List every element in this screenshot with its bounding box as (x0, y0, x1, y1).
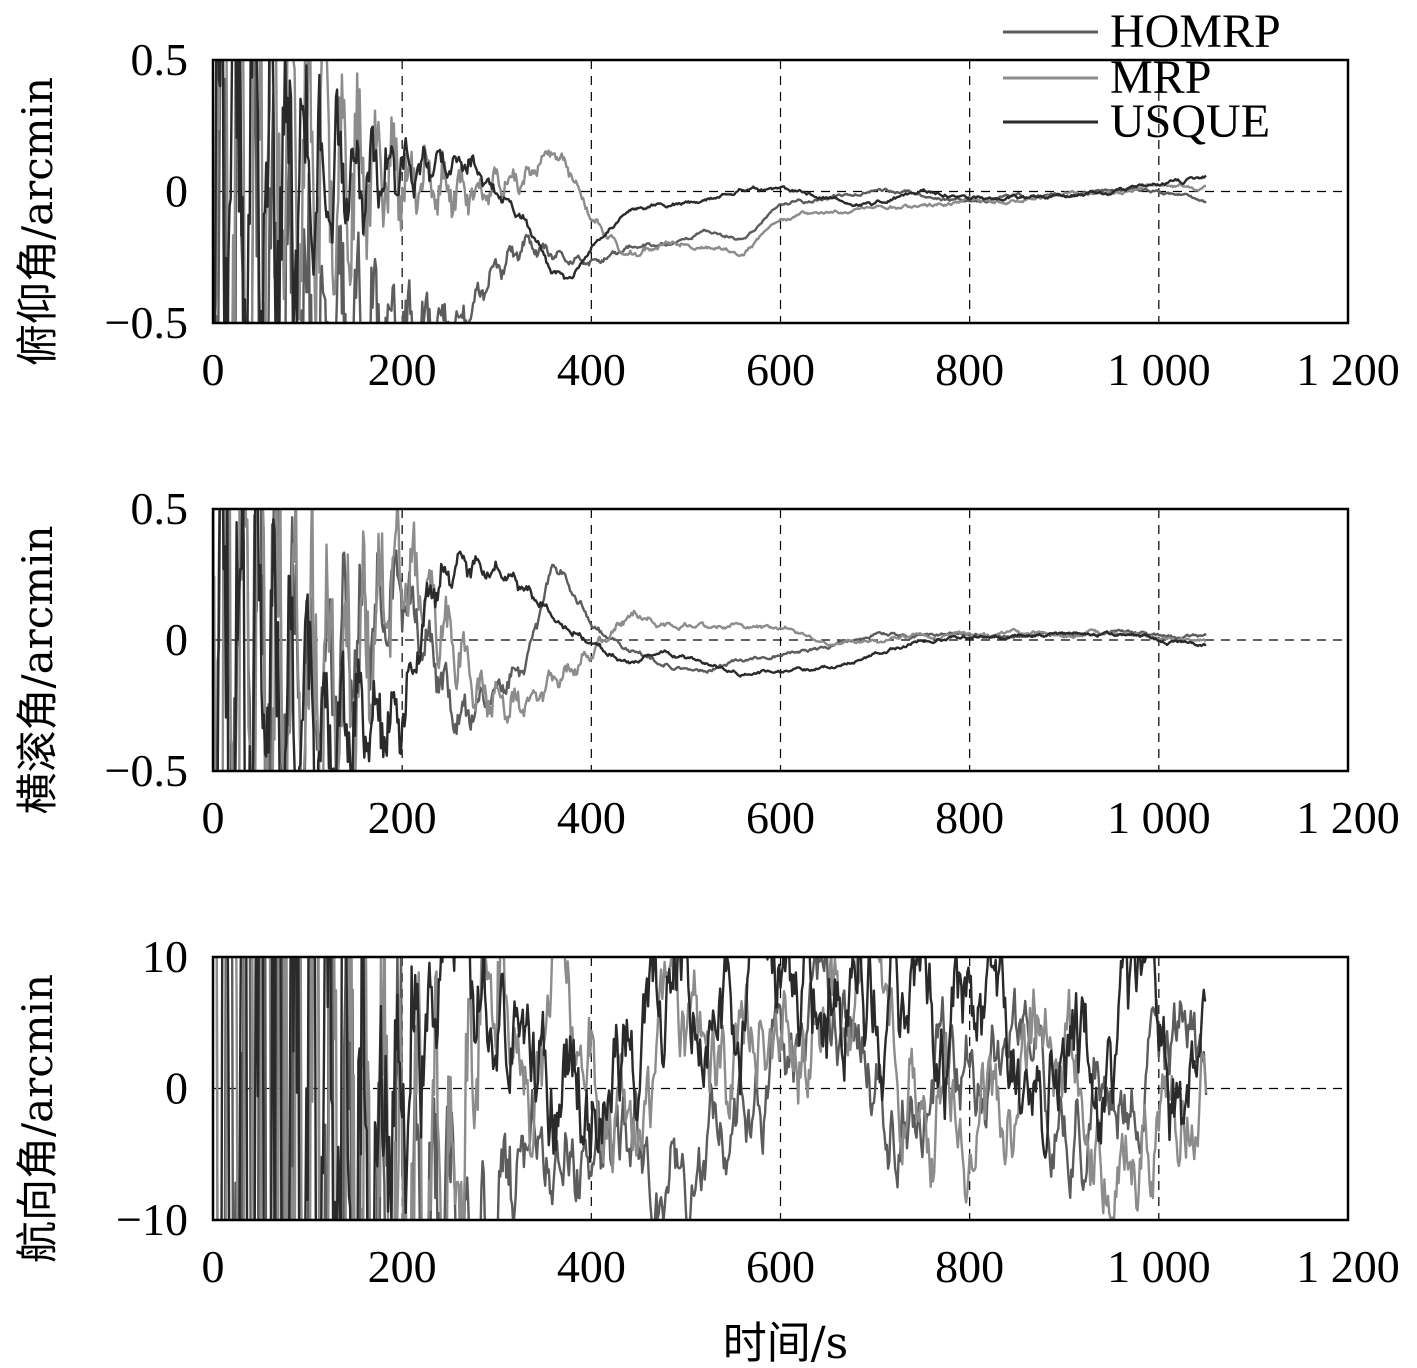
roll-ytick-label: 0.5 (131, 483, 189, 534)
heading-error-panel: 0 200 400 600 800 1 000 1 200 −10 0 10 航向角/arcmin 时… (13, 931, 1400, 1368)
heading-xtick-label: 600 (746, 1241, 815, 1292)
roll-xtick-label: 600 (746, 792, 815, 843)
roll-xtick-label: 400 (557, 792, 626, 843)
pitch-xtick-label: 600 (746, 344, 815, 395)
pitch-xtick-label: 200 (368, 344, 437, 395)
pitch-ytick-label: 0.5 (131, 34, 189, 85)
pitch-xtick-label: 1 000 (1107, 344, 1211, 395)
pitch-plot-frame (211, 58, 1350, 325)
pitch-xtick-label: 0 (202, 344, 225, 395)
legend-label-homrp: HOMRP (1110, 5, 1281, 58)
heading-xtick-label: 1 200 (1296, 1241, 1400, 1292)
pitch-xtick-label: 400 (557, 344, 626, 395)
pitch-error-panel: 0 200 400 600 800 1 000 1 200 −0.5 0 0.5 俯仰角/arcmi… (13, 5, 1400, 395)
pitch-xtick-label: 1 200 (1296, 344, 1400, 395)
roll-series-usque (216, 509, 1207, 771)
heading-xtick-label: 400 (557, 1241, 626, 1292)
roll-ytick-label: −0.5 (105, 745, 188, 796)
legend-label-usque: USQUE (1110, 95, 1270, 148)
heading-plot-frame (211, 955, 1350, 1222)
pitch-ytick-label: −0.5 (105, 297, 188, 348)
roll-xtick-label: 1 200 (1296, 792, 1400, 843)
roll-error-panel: 0 200 400 600 800 1 000 1 200 −0.5 0 0.5 横滚角/arcmi… (13, 483, 1400, 843)
pitch-xtick-label: 800 (935, 344, 1004, 395)
heading-series-usque (220, 957, 1207, 1220)
roll-plot-frame (211, 507, 1350, 773)
pitch-series-mrp (214, 60, 1207, 323)
legend-label-mrp: MRP (1110, 51, 1211, 104)
pitch-series-usque (213, 60, 1207, 323)
pitch-ytick-label: 0 (165, 166, 188, 217)
heading-ytick-label: −10 (116, 1194, 188, 1245)
heading-xtick-label: 800 (935, 1241, 1004, 1292)
heading-ytick-label: 0 (165, 1063, 188, 1114)
heading-x-axis-label: 时间/s (723, 1318, 848, 1368)
roll-xtick-label: 200 (368, 792, 437, 843)
roll-series-mrp (213, 509, 1207, 771)
heading-xtick-label: 0 (202, 1241, 225, 1292)
roll-y-axis-label: 横滚角/arcmin (13, 525, 62, 814)
heading-y-axis-label: 航向角/arcmin (13, 974, 62, 1263)
roll-xtick-label: 800 (935, 792, 1004, 843)
roll-ytick-label: 0 (165, 614, 188, 665)
heading-xtick-label: 200 (368, 1241, 437, 1292)
heading-ytick-label: 10 (142, 931, 188, 982)
roll-xtick-label: 1 000 (1107, 792, 1211, 843)
roll-xtick-label: 0 (202, 792, 225, 843)
heading-xtick-label: 1 000 (1107, 1241, 1211, 1292)
pitch-y-axis-label: 俯仰角/arcmin (13, 77, 62, 366)
